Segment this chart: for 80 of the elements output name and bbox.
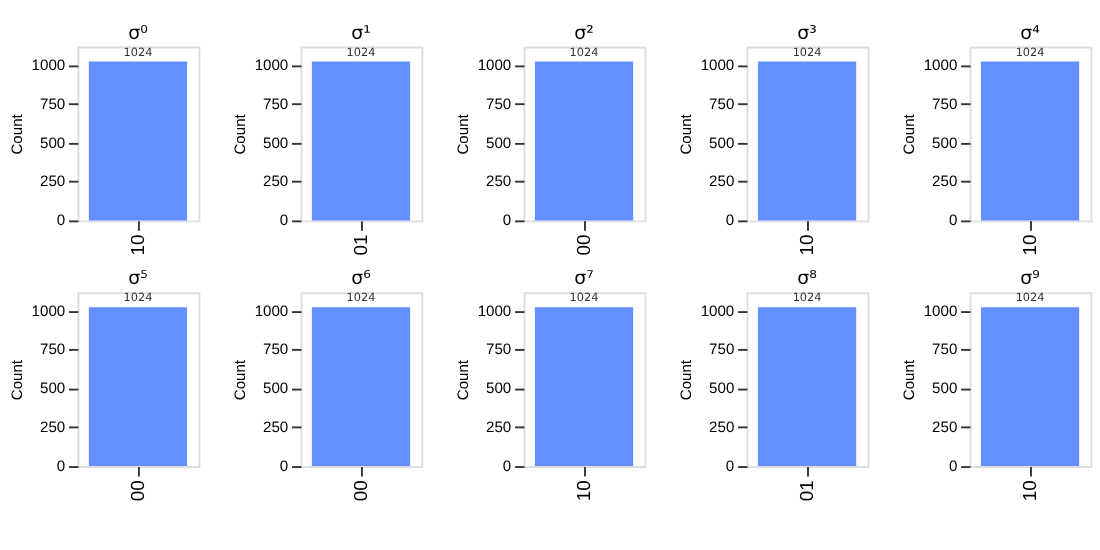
chart-title: σ²: [574, 22, 595, 45]
y-tick-label: 0: [725, 456, 735, 475]
y-tick-label: 250: [263, 172, 289, 191]
y-tick-label: 1000: [700, 301, 735, 320]
y-tick-label: 750: [932, 340, 958, 359]
chart-title: σ¹: [351, 22, 372, 45]
y-tick-label: 750: [709, 94, 735, 113]
y-tick-label: 0: [502, 211, 512, 230]
y-axis-title: Count: [231, 358, 250, 401]
y-axis-title: Count: [454, 112, 473, 155]
chart-title: σ⁴: [1020, 22, 1041, 45]
y-axis-title: Count: [677, 358, 696, 401]
y-axis-title: Count: [8, 112, 27, 155]
y-axis-title: Count: [677, 112, 696, 155]
x-tick-label: 10: [1019, 480, 1042, 502]
y-tick-label: 750: [263, 340, 289, 359]
y-axis-title: Count: [454, 358, 473, 401]
y-tick-label: 500: [932, 379, 958, 398]
x-tick-label: 10: [796, 234, 819, 256]
y-tick-label: 0: [279, 211, 289, 230]
y-tick-label: 1000: [477, 55, 512, 74]
y-tick-label: 1000: [923, 55, 958, 74]
y-tick-label: 1000: [31, 55, 66, 74]
y-tick-label: 750: [263, 94, 289, 113]
y-tick-label: 500: [486, 133, 512, 152]
chart-title: σ³: [797, 22, 818, 45]
chart-title: σ⁹: [1020, 268, 1041, 291]
y-tick-label: 500: [40, 379, 66, 398]
y-tick-label: 500: [263, 133, 289, 152]
y-tick-label: 0: [56, 211, 66, 230]
y-tick-label: 750: [486, 340, 512, 359]
chart-title: σ⁸: [797, 268, 818, 291]
y-tick-label: 750: [40, 340, 66, 359]
y-tick-label: 250: [709, 172, 735, 191]
y-tick-label: 1000: [923, 301, 958, 320]
y-tick-label: 0: [948, 211, 958, 230]
y-tick-label: 500: [40, 133, 66, 152]
y-tick-label: 1000: [477, 301, 512, 320]
x-tick-label: 01: [796, 480, 819, 502]
y-axis-title: Count: [900, 112, 919, 155]
x-tick-label: 10: [127, 234, 150, 256]
x-tick-label: 10: [1019, 234, 1042, 256]
y-tick-label: 250: [486, 172, 512, 191]
y-tick-label: 500: [709, 379, 735, 398]
y-tick-label: 250: [486, 418, 512, 437]
y-tick-label: 250: [263, 418, 289, 437]
x-tick-label: 00: [127, 480, 150, 502]
chart-title: σ⁷: [574, 268, 595, 291]
y-tick-label: 500: [709, 133, 735, 152]
y-tick-label: 0: [56, 456, 66, 475]
y-tick-label: 750: [40, 94, 66, 113]
y-tick-label: 0: [279, 456, 289, 475]
x-tick-label: 00: [350, 480, 373, 502]
chart-title: σ⁶: [351, 268, 372, 291]
y-tick-label: 750: [932, 94, 958, 113]
y-tick-label: 0: [502, 456, 512, 475]
y-tick-label: 0: [725, 211, 735, 230]
y-tick-label: 1000: [254, 55, 289, 74]
y-tick-label: 500: [263, 379, 289, 398]
y-tick-label: 500: [932, 133, 958, 152]
chart-title: σ⁵: [128, 268, 149, 291]
y-tick-label: 1000: [254, 301, 289, 320]
x-tick-label: 00: [573, 234, 596, 256]
y-tick-label: 500: [486, 379, 512, 398]
y-axis-title: Count: [900, 358, 919, 401]
y-tick-label: 250: [40, 172, 66, 191]
y-tick-label: 750: [709, 340, 735, 359]
x-tick-label: 10: [573, 480, 596, 502]
y-axis-title: Count: [231, 112, 250, 155]
y-tick-label: 250: [932, 172, 958, 191]
y-tick-label: 250: [932, 418, 958, 437]
y-tick-label: 0: [948, 456, 958, 475]
y-tick-label: 1000: [700, 55, 735, 74]
y-tick-label: 250: [40, 418, 66, 437]
y-axis-title: Count: [8, 358, 27, 401]
chart-title: σ⁰: [128, 22, 149, 45]
x-tick-label: 01: [350, 234, 373, 256]
y-tick-label: 250: [709, 418, 735, 437]
y-tick-label: 1000: [31, 301, 66, 320]
y-tick-label: 750: [486, 94, 512, 113]
